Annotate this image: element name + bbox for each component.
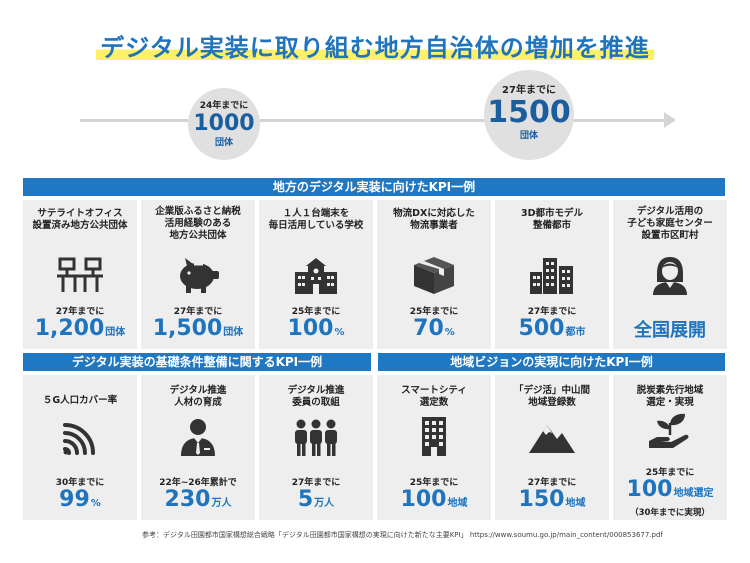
kpi-unit: 万人	[314, 498, 335, 509]
kpi-number: 1,500	[152, 316, 223, 341]
section-header-vision: 地域ビジョンの実現に向けたKPI一例	[378, 353, 725, 371]
kpi-value: 1,200団体	[23, 316, 137, 341]
package-box-icon	[414, 257, 454, 294]
kpi-label: 3D都市モデル 整備都市	[521, 208, 583, 231]
city-buildings-icon	[530, 258, 573, 294]
kpi-when: 25年までに	[409, 478, 459, 488]
kpi-card-school-devices: １人１台端末を 毎日活用している学校 25年までに 100%	[259, 200, 373, 349]
kpi-number: 500	[518, 316, 565, 341]
piggy-bank-icon	[180, 258, 219, 293]
mountain-icon	[529, 425, 575, 453]
kpi-when: 27年までに	[527, 307, 577, 317]
wifi-signal-icon	[63, 423, 95, 455]
milestone-unit: 団体	[214, 138, 233, 148]
milestone-when: 27年までに	[502, 85, 556, 96]
kpi-number: 1,200	[34, 316, 105, 341]
kpi-label: デジタル推進 人材の育成	[169, 385, 227, 408]
kpi-when: 27年までに	[527, 478, 577, 488]
page-title: デジタル実装に取り組む地方自治体の増加を推進	[96, 28, 654, 63]
kpi-value: 全国展開	[613, 316, 727, 342]
kpi-card-decarbonization: 脱炭素先行地域 選定・実現 25年までに 100地域選定 （30年までに実現）	[613, 375, 727, 520]
timeline-arrow-icon	[664, 112, 676, 128]
kpi-when: 25年までに	[645, 468, 695, 478]
kpi-unit: 万人	[211, 498, 232, 509]
kpi-card-3d-city-model: 3D都市モデル 整備都市 27年までに 500都市	[495, 200, 609, 349]
milestone-when: 24年までに	[199, 101, 249, 111]
kpi-card-logistics-dx: 物流DXに対応した 物流事業者 25年までに 70%	[377, 200, 491, 349]
kpi-label: ５G人口カバー率	[42, 395, 118, 406]
kpi-unit: 地域選定	[673, 488, 714, 499]
section-header-main: 地方のデジタル実装に向けたKPI一例	[23, 178, 725, 196]
kpi-label: サテライトオフィス 設置済み地方公共団体	[32, 208, 128, 231]
kpi-label: デジタル推進 委員の取組	[287, 385, 345, 408]
kpi-number: 100	[287, 316, 334, 341]
plant-hand-icon	[649, 413, 689, 448]
kpi-number: 全国展開	[634, 320, 706, 341]
kpi-unit: 都市	[565, 327, 586, 338]
businessman-icon	[181, 419, 215, 456]
kpi-card-digital-committee: デジタル推進 委員の取組 27年までに 5万人	[259, 375, 373, 520]
kpi-value: 500都市	[495, 316, 609, 341]
kpi-value: 1,500団体	[141, 316, 255, 341]
kpi-unit: 地域	[565, 498, 586, 509]
section-header-basic: デジタル実装の基礎条件整備に関するKPI一例	[23, 353, 371, 371]
office-desk-icon	[57, 257, 103, 292]
kpi-unit: %	[444, 327, 455, 338]
kpi-card-smart-city: スマートシティ 選定数 25年までに 100地域	[377, 375, 491, 520]
kpi-number: 150	[518, 487, 565, 512]
kpi-card-5g-coverage: ５G人口カバー率 30年までに 99%	[23, 375, 137, 520]
kpi-card-furusato-tax: 企業版ふるさと納税 活用経験のある 地方公共団体 27年までに 1,500団体	[141, 200, 255, 349]
kpi-number: 70	[413, 316, 444, 341]
kpi-value: 150地域	[495, 487, 609, 512]
kpi-when: 27年までに	[55, 307, 105, 317]
milestone-number: 1000	[193, 111, 255, 136]
school-icon	[295, 258, 337, 294]
kpi-when: 30年までに	[55, 478, 105, 488]
kpi-card-satellite-office: サテライトオフィス 設置済み地方公共団体 27年までに 1,200団体	[23, 200, 137, 349]
kpi-value: 100%	[259, 316, 373, 341]
kpi-unit: 団体	[223, 327, 244, 338]
source-footnote: 参考：デジタル田園都市国家構想総合戦略「デジタル田園都市国家構想の実現に向けた新…	[142, 531, 663, 539]
kpi-number: 230	[164, 487, 211, 512]
woman-icon	[653, 257, 687, 295]
kpi-when: 27年までに	[173, 307, 223, 317]
kpi-unit: %	[334, 327, 345, 338]
title-wrap: デジタル実装に取り組む地方自治体の増加を推進	[0, 28, 750, 63]
kpi-value: 70%	[377, 316, 491, 341]
kpi-number: 100	[400, 487, 447, 512]
kpi-unit: 地域	[447, 498, 468, 509]
kpi-when: 27年までに	[291, 478, 341, 488]
kpi-value: 100地域	[377, 487, 491, 512]
kpi-note: （30年までに実現）	[630, 508, 710, 518]
skyscraper-icon	[422, 417, 446, 456]
kpi-value: 99%	[23, 487, 137, 512]
kpi-number: 5	[297, 487, 314, 512]
kpi-unit: 団体	[105, 327, 126, 338]
kpi-label: デジタル活用の 子ども家庭センター 設置市区町村	[627, 206, 713, 241]
kpi-label: １人１台端末を 毎日活用している学校	[268, 208, 364, 231]
kpi-value: 5万人	[259, 487, 373, 512]
kpi-number: 100	[626, 477, 673, 502]
kpi-value: 230万人	[141, 487, 255, 512]
kpi-number: 99	[59, 487, 90, 512]
milestone-number: 1500	[487, 95, 571, 130]
timeline-line	[80, 119, 670, 122]
kpi-label: 物流DXに対応した 物流事業者	[393, 208, 475, 231]
milestone-2024: 24年までに 1000 団体	[188, 88, 260, 160]
kpi-label: 企業版ふるさと納税 活用経験のある 地方公共団体	[155, 206, 241, 241]
kpi-when: 25年までに	[291, 307, 341, 317]
kpi-card-family-center: デジタル活用の 子ども家庭センター 設置市区町村 全国展開	[613, 200, 727, 349]
kpi-card-mountain-area: 「デジ活」中山間 地域登録数 27年までに 150地域	[495, 375, 609, 520]
milestone-2027: 27年までに 1500 団体	[484, 70, 574, 160]
kpi-label: 「デジ活」中山間 地域登録数	[513, 385, 590, 408]
kpi-unit: %	[90, 498, 101, 509]
people-group-icon	[295, 419, 337, 456]
kpi-label: スマートシティ 選定数	[401, 385, 467, 408]
kpi-value: 100地域選定	[613, 477, 727, 502]
milestone-unit: 団体	[519, 131, 538, 141]
kpi-when: 22年~26年累計で	[159, 478, 237, 488]
kpi-when: 25年までに	[409, 307, 459, 317]
kpi-card-digital-talent: デジタル推進 人材の育成 22年~26年累計で 230万人	[141, 375, 255, 520]
kpi-label: 脱炭素先行地域 選定・実現	[636, 385, 704, 408]
